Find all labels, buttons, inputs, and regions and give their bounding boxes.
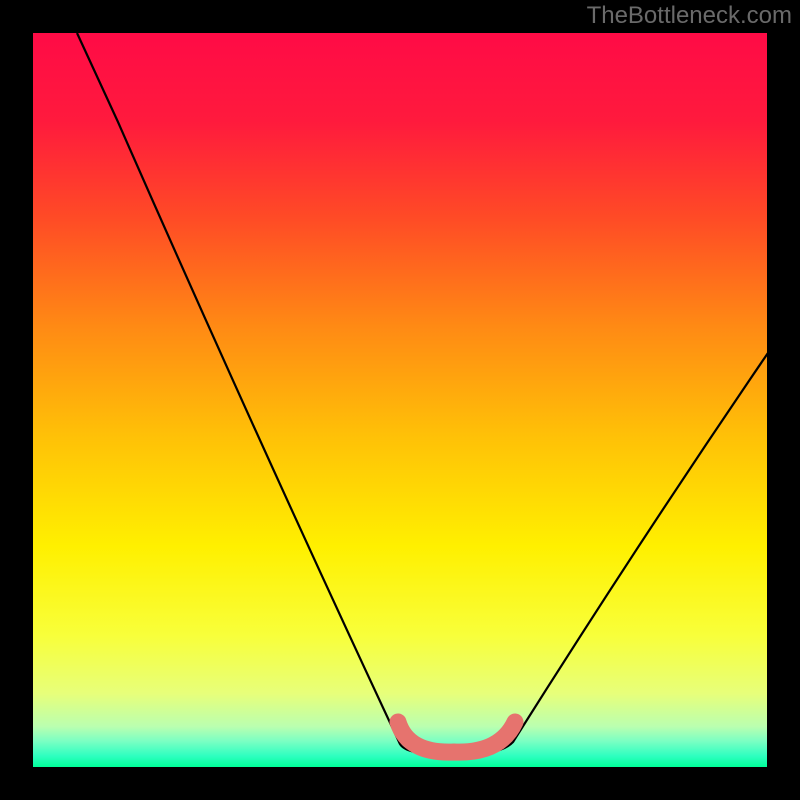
bottleneck-curve — [77, 33, 770, 754]
watermark-text: TheBottleneck.com — [587, 2, 792, 30]
chart-frame: TheBottleneck.com — [0, 0, 800, 800]
chart-curve-layer — [0, 0, 800, 800]
trough-highlight — [398, 722, 515, 752]
